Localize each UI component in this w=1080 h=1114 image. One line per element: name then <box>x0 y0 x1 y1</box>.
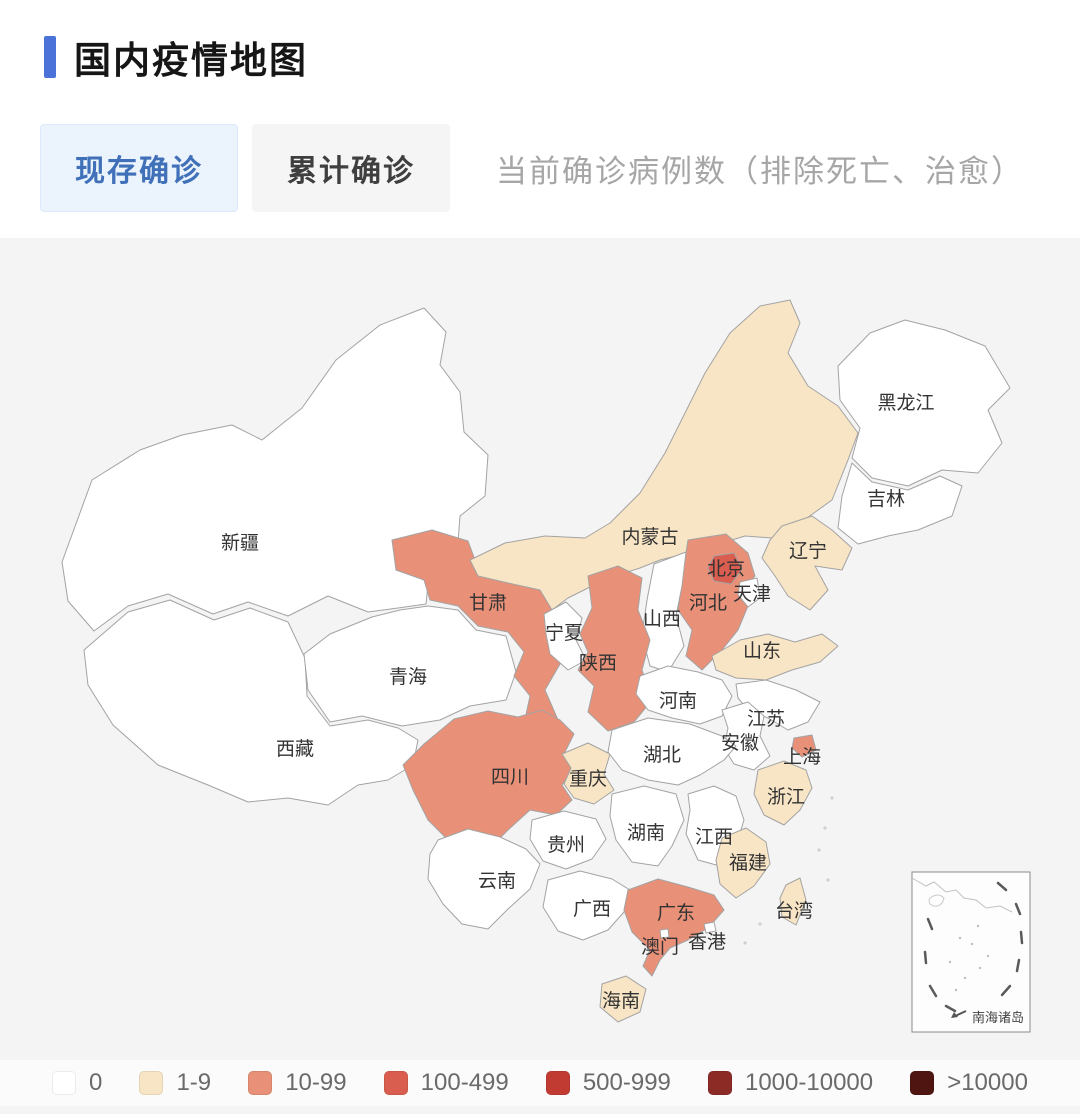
province-taiwan[interactable] <box>779 877 807 926</box>
province-xizang[interactable] <box>83 599 419 806</box>
page-title: 国内疫情地图 <box>74 40 308 81</box>
legend-item: 500-999 <box>545 1069 671 1097</box>
province-neimenggu[interactable] <box>469 299 859 611</box>
province-hainan[interactable] <box>599 975 647 1023</box>
legend-label: >10000 <box>947 1069 1028 1096</box>
province-yunnan[interactable] <box>427 828 541 930</box>
legend-bar: 0 1-9 10-99 100-499 500-999 1000-10000 >10000 <box>0 1060 1080 1106</box>
tab-cumulative-confirmed[interactable]: 累计确诊 <box>252 124 450 212</box>
province-fujian[interactable] <box>715 827 771 899</box>
tab-current-confirmed[interactable]: 现存确诊 <box>40 124 238 212</box>
legend-swatch <box>910 1071 935 1095</box>
province-beijing[interactable] <box>707 552 743 585</box>
title-accent-bar <box>44 36 56 78</box>
province-xinjiang[interactable] <box>61 307 489 632</box>
province-shandong[interactable] <box>711 633 839 681</box>
province-qinghai[interactable] <box>303 605 517 727</box>
province-chongqing[interactable] <box>561 742 615 805</box>
province-liaoning[interactable] <box>761 515 853 611</box>
legend-label: 1000-10000 <box>744 1069 874 1096</box>
province-hubei[interactable] <box>607 717 737 786</box>
province-tianjin[interactable] <box>737 577 761 608</box>
province-guizhou[interactable] <box>529 810 607 870</box>
province-henan[interactable] <box>635 665 733 725</box>
province-zhejiang[interactable] <box>753 760 813 826</box>
nine-dash-line <box>923 881 1024 1013</box>
province-sichuan[interactable] <box>402 709 575 866</box>
province-heilongjiang[interactable] <box>837 319 1011 487</box>
legend-item: 100-499 <box>383 1069 509 1097</box>
legend-item: 0 <box>52 1069 102 1097</box>
legend-item: 1000-10000 <box>707 1069 874 1097</box>
legend-swatch <box>545 1071 570 1095</box>
legend-label: 100-499 <box>420 1069 509 1096</box>
legend-label: 500-999 <box>582 1069 671 1096</box>
provinces-layer <box>61 299 1011 1023</box>
province-hunan[interactable] <box>609 785 685 867</box>
inset-label: 南海诸岛 <box>972 1010 1024 1025</box>
province-guangdong[interactable] <box>623 878 725 977</box>
province-anhui[interactable] <box>721 701 771 771</box>
province-xianggang[interactable] <box>703 921 717 934</box>
province-guangxi[interactable] <box>542 870 631 941</box>
province-jilin[interactable] <box>837 462 963 545</box>
china-map: 南海诸岛 新疆西藏青海甘肃内蒙古黑龙江吉林辽宁河北北京天津山西宁夏陕西山东河南江… <box>61 299 1031 1033</box>
province-shanghai[interactable] <box>791 734 817 758</box>
province-shaanxi[interactable] <box>577 565 653 732</box>
legend-swatch <box>139 1071 164 1095</box>
south-china-sea-inset: 南海诸岛 <box>911 871 1031 1033</box>
map-panel: 南海诸岛 新疆 西藏 青海 甘肃 内蒙古 黑龙江 吉林 辽宁 河北 北京 天津 山西 宁夏 陕西 山东 河南江… <box>0 238 1080 1060</box>
footer-strip <box>0 1106 1080 1114</box>
legend-swatch <box>248 1071 273 1095</box>
legend-swatch <box>383 1071 408 1095</box>
legend-item: 10-99 <box>248 1069 347 1097</box>
province-aomen[interactable] <box>659 928 670 939</box>
inset-islets <box>948 924 990 992</box>
province-shanxi[interactable] <box>641 551 687 673</box>
legend-swatch <box>707 1071 732 1095</box>
title-row: 国内疫情地图 <box>0 0 1080 84</box>
legend-label: 1-9 <box>176 1069 212 1096</box>
legend-item: 1-9 <box>139 1069 211 1097</box>
tabs-row: 现存确诊 累计确诊 当前确诊病例数（排除死亡、治愈） <box>40 124 1080 212</box>
legend-swatch <box>52 1071 76 1095</box>
legend-label: 10-99 <box>285 1069 347 1096</box>
legend-item: >10000 <box>910 1069 1028 1097</box>
tab-description: 当前确诊病例数（排除死亡、治愈） <box>496 153 1024 189</box>
header: 国内疫情地图 现存确诊 累计确诊 当前确诊病例数（排除死亡、治愈） <box>0 0 1080 238</box>
coastal-islands <box>743 796 834 945</box>
legend-label: 0 <box>89 1069 103 1096</box>
